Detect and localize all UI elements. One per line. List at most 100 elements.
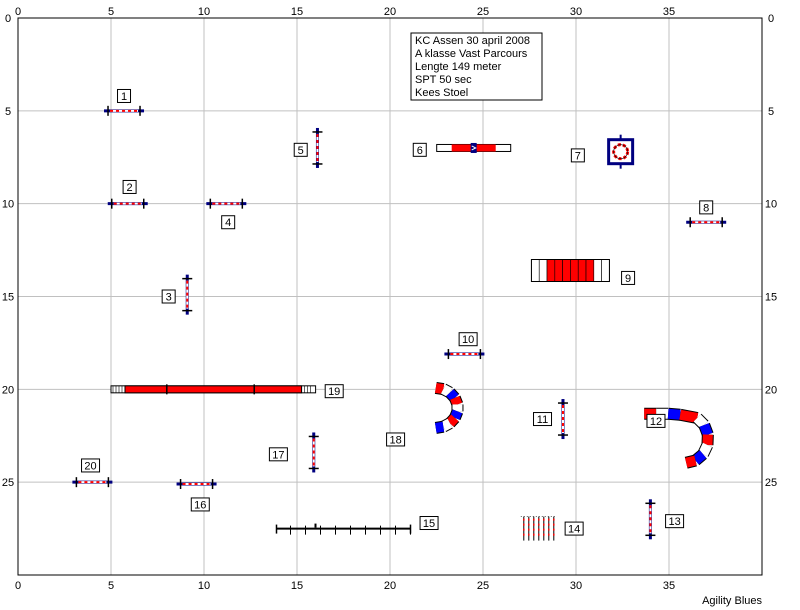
y-tick-label-left: 0: [5, 13, 11, 25]
x-tick-label-bottom: 15: [291, 580, 303, 592]
tunnel-segment: [593, 259, 602, 282]
curved-tunnel-segment: [450, 409, 463, 420]
number-label-box: [419, 516, 439, 531]
number-label-13: 13: [665, 514, 685, 529]
number-label-9: 9: [621, 270, 636, 285]
obstacle-1-jump-horizontal: [104, 105, 145, 116]
number-label-17: 17: [268, 447, 288, 462]
number-label-box: [386, 432, 406, 447]
number-label-2: 2: [122, 179, 137, 194]
obstacle-16-jump-horizontal: [176, 479, 217, 490]
number-label-text: 15: [423, 518, 435, 530]
obstacle-8-jump-horizontal: [686, 217, 727, 228]
number-label-10: 10: [458, 332, 478, 347]
obstacle-6-seesaw: [436, 142, 512, 153]
obstacle-14-weave: [520, 516, 557, 541]
curved-tunnel-segment: [685, 455, 697, 468]
curved-tunnel-segment: [679, 409, 699, 423]
obstacle-3-jump-vertical: [182, 274, 193, 315]
x-tick-label-top: 20: [384, 6, 396, 18]
number-label-text: 3: [166, 292, 172, 304]
number-label-box: [221, 215, 236, 230]
tunnel-segment: [585, 259, 595, 282]
number-label-text: 14: [568, 524, 580, 536]
table-rail-marker: [314, 523, 317, 528]
tunnel-segment: [546, 259, 556, 282]
number-label-text: 7: [575, 150, 581, 162]
number-label-6: 6: [412, 142, 427, 157]
number-label-text: 17: [272, 449, 284, 461]
number-label-box: [564, 521, 584, 536]
obstacle-12-tunnel-curved-right: [644, 407, 714, 469]
tunnel-segment: [531, 259, 540, 282]
seesaw-arrow: [471, 145, 477, 151]
curved-tunnel-segment: [667, 408, 681, 420]
number-label-box: [293, 142, 308, 157]
obstacle-18-tunnel-curved-left: [434, 381, 464, 434]
app-name-footer: Agility Blues: [702, 595, 762, 607]
number-label-text: 13: [668, 516, 680, 528]
number-label-box: [268, 447, 288, 462]
y-tick-label-left: 15: [2, 292, 14, 304]
seesaw-pivot: [470, 142, 477, 153]
x-tick-label-bottom: 20: [384, 580, 396, 592]
x-tick-label-top: 0: [15, 6, 21, 18]
curved-tunnel-segment: [692, 450, 707, 465]
curved-tunnel-segment: [441, 384, 453, 398]
x-tick-label-top: 5: [108, 6, 114, 18]
number-label-text: 8: [703, 202, 709, 214]
y-tick-label-right: 0: [768, 13, 774, 25]
number-label-text: 5: [298, 145, 304, 157]
tunnel-segment: [562, 259, 571, 282]
y-tick-label-right: 15: [765, 292, 777, 304]
obstacle-9-tunnel: [530, 259, 610, 283]
number-label-box: [412, 142, 427, 157]
number-label-box: [190, 497, 210, 512]
number-label-box: [122, 179, 137, 194]
y-tick-label-right: 5: [768, 106, 774, 118]
number-label-8: 8: [699, 200, 714, 215]
tunnel-segment: [570, 259, 579, 282]
number-label-text: 20: [84, 460, 96, 472]
obstacle-11-jump-vertical: [557, 399, 568, 440]
x-tick-label-bottom: 5: [108, 580, 114, 592]
curved-tunnel-segment: [450, 396, 463, 407]
number-label-20: 20: [81, 458, 101, 473]
x-tick-label-top: 10: [198, 6, 210, 18]
course-border: [17, 17, 763, 576]
number-label-5: 5: [293, 142, 308, 157]
number-label-text: 18: [389, 434, 401, 446]
x-tick-label-top: 25: [477, 6, 489, 18]
number-label-box: [81, 458, 101, 473]
tunnel-segment: [554, 259, 563, 282]
obstacle-5-jump-vertical: [312, 127, 323, 168]
dogwalk-red-zone: [124, 385, 303, 394]
tunnel-segment: [577, 259, 587, 282]
number-label-text: 11: [537, 414, 548, 426]
obstacle-10-jump-horizontal: [444, 349, 485, 360]
curved-tunnel-segment: [446, 414, 459, 427]
number-label-text: 1: [121, 91, 127, 103]
y-tick-label-left: 25: [2, 477, 14, 489]
curved-tunnel-segment: [693, 414, 708, 429]
number-label-box: [161, 289, 176, 304]
number-label-box: [324, 384, 344, 399]
number-label-16: 16: [190, 497, 210, 512]
curved-tunnel-segment: [698, 442, 712, 457]
x-tick-label-top: 35: [663, 6, 675, 18]
x-tick-label-bottom: 0: [15, 580, 21, 592]
info-line-judge: Kees Stoel: [415, 87, 468, 99]
y-tick-label-right: 20: [765, 384, 777, 396]
tunnel-outline: [530, 259, 610, 283]
curved-tunnel-segment: [441, 418, 453, 432]
number-label-7: 7: [570, 148, 585, 163]
number-label-box: [665, 514, 685, 529]
number-label-text: 12: [650, 416, 662, 428]
number-label-box: [533, 412, 553, 427]
number-label-19: 19: [324, 384, 344, 399]
number-label-1: 1: [117, 88, 132, 103]
x-tick-label-bottom: 10: [198, 580, 210, 592]
